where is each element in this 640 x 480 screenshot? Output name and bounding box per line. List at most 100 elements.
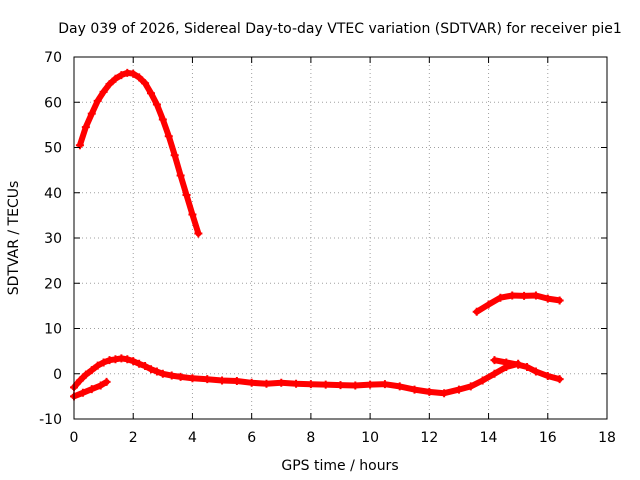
data-point (484, 300, 493, 309)
data-point (555, 375, 564, 384)
x-tick-label: 18 (598, 430, 616, 446)
data-point (508, 291, 517, 300)
data-point (75, 376, 84, 385)
x-tick-label: 2 (129, 430, 138, 446)
x-tick-label: 16 (539, 430, 557, 446)
data-point (182, 191, 191, 200)
data-point (111, 74, 120, 83)
data-point (87, 109, 96, 118)
data-point (543, 372, 552, 381)
data-point (158, 369, 167, 378)
data-point (93, 361, 102, 370)
data-point (188, 374, 197, 383)
y-tick-label: -10 (39, 412, 62, 428)
data-point (146, 89, 155, 98)
data-point (466, 382, 475, 391)
y-axis-label: SDTVAR / TECUs (6, 181, 22, 296)
data-point (425, 387, 434, 396)
data-point (152, 367, 161, 376)
y-tick-label: 60 (44, 95, 62, 111)
data-point (170, 151, 179, 160)
y-tick-label: 20 (44, 276, 62, 292)
data-point (194, 229, 203, 238)
data-point (395, 382, 404, 391)
data-point (247, 378, 256, 387)
data-point (472, 307, 481, 316)
data-point (454, 385, 463, 394)
data-point (277, 378, 286, 387)
data-point (99, 358, 108, 367)
data-point (78, 388, 87, 397)
data-point (176, 372, 185, 381)
data-point (141, 362, 150, 371)
x-tick-label: 12 (420, 430, 438, 446)
data-point (366, 380, 375, 389)
data-point (351, 381, 360, 390)
data-point (188, 210, 197, 219)
data-point (141, 79, 150, 88)
data-point (105, 80, 114, 89)
data-point (232, 376, 241, 385)
x-tick-label: 10 (361, 430, 379, 446)
data-point (93, 96, 102, 105)
data-point (496, 293, 505, 302)
x-tick-label: 4 (188, 430, 197, 446)
y-tick-label: 30 (44, 231, 62, 247)
data-point (555, 296, 564, 305)
data-point (96, 381, 105, 390)
data-point (135, 359, 144, 368)
data-point (531, 291, 540, 300)
data-point (543, 294, 552, 303)
x-tick-label: 14 (480, 430, 498, 446)
data-point (440, 389, 449, 398)
data-point (117, 71, 126, 80)
data-point (520, 291, 529, 300)
data-point (176, 171, 185, 180)
x-tick-label: 0 (70, 430, 79, 446)
data-point (523, 362, 532, 371)
data-point (531, 367, 540, 376)
data-point (129, 69, 138, 78)
data-point (158, 115, 167, 124)
data-point (87, 366, 96, 375)
y-tick-label: 40 (44, 186, 62, 202)
data-point (152, 100, 161, 109)
data-point (262, 379, 271, 388)
data-point (164, 132, 173, 141)
data-point (123, 355, 132, 364)
data-point (102, 377, 111, 386)
data-point (490, 356, 499, 365)
data-point (146, 365, 155, 374)
data-point (81, 123, 90, 132)
x-tick-label: 8 (306, 430, 315, 446)
x-tick-label: 6 (247, 430, 256, 446)
chart-title: Day 039 of 2026, Sidereal Day-to-day VTE… (58, 21, 622, 37)
y-tick-label: 50 (44, 141, 62, 157)
data-point (135, 73, 144, 82)
data-point (490, 369, 499, 378)
y-tick-label: 70 (44, 50, 62, 66)
x-axis-label: GPS time / hours (281, 458, 398, 474)
data-point (410, 385, 419, 394)
data-point (167, 371, 176, 380)
axis-ticks: 0 2 4 6 8 10 12 14 16 18 -10 0 10 20 30 40 50 60 70 (39, 50, 616, 446)
data-point (514, 360, 523, 369)
data-point (336, 381, 345, 390)
data-point (129, 357, 138, 366)
data-point (218, 376, 227, 385)
data-point (502, 358, 511, 367)
data-point (87, 385, 96, 394)
y-tick-label: 0 (53, 367, 62, 383)
data-point (99, 87, 108, 96)
data-point (321, 380, 330, 389)
data-point (203, 375, 212, 384)
data-point (478, 376, 487, 385)
data-point (380, 380, 389, 389)
y-tick-label: 10 (44, 322, 62, 338)
data-point (292, 379, 301, 388)
data-series (70, 68, 564, 401)
data-point (81, 370, 90, 379)
data-point (306, 380, 315, 389)
